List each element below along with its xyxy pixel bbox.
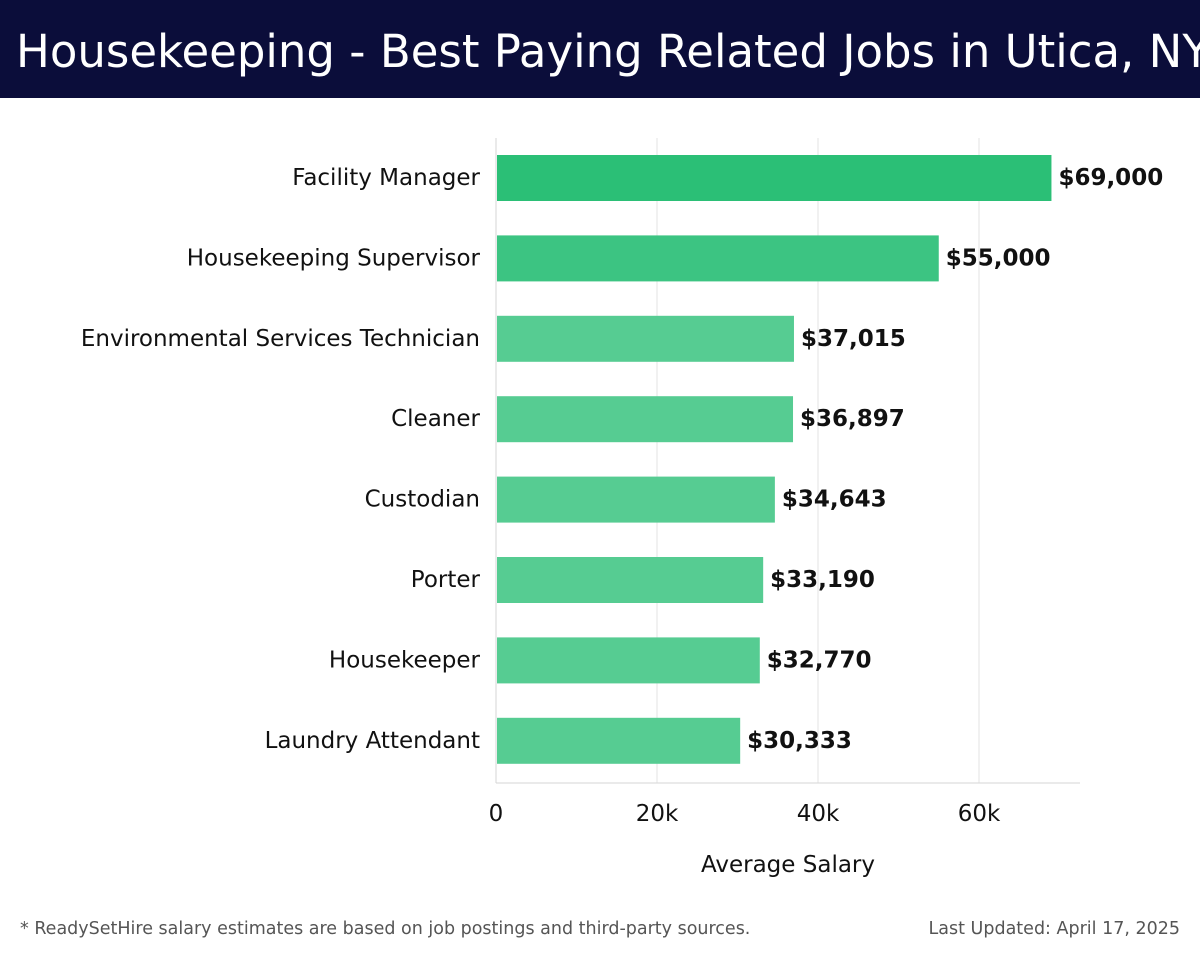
category-label: Housekeeper xyxy=(329,647,481,673)
category-label: Laundry Attendant xyxy=(265,728,480,754)
bar xyxy=(497,717,741,764)
category-label: Custodian xyxy=(365,487,480,513)
bar xyxy=(497,155,1052,201)
header-bar: Housekeeping - Best Paying Related Jobs … xyxy=(0,0,1200,98)
bar xyxy=(497,476,775,523)
bar xyxy=(497,396,794,443)
x-axis-title: Average Salary xyxy=(701,852,875,878)
bar xyxy=(497,557,764,603)
x-tick-label: 0 xyxy=(489,801,504,827)
category-label: Porter xyxy=(411,567,481,593)
category-label: Environmental Services Technician xyxy=(81,326,480,352)
x-tick-label: 40k xyxy=(797,801,840,827)
value-label: $69,000 xyxy=(1058,165,1163,191)
value-label: $37,015 xyxy=(801,326,906,352)
bar xyxy=(497,637,760,684)
value-label: $33,190 xyxy=(770,567,875,593)
value-label: $32,770 xyxy=(767,647,872,673)
bar xyxy=(497,315,794,362)
value-label: $34,643 xyxy=(782,487,887,513)
bar-chart: Facility Manager $69,000 Housekeeping Supe… xyxy=(81,138,1163,878)
x-tick-label: 20k xyxy=(636,801,679,827)
value-label: $36,897 xyxy=(800,406,905,432)
bar xyxy=(497,235,939,282)
category-label: Cleaner xyxy=(391,406,480,432)
page-title: Housekeeping - Best Paying Related Jobs … xyxy=(16,25,1200,78)
value-label: $30,333 xyxy=(747,728,852,754)
last-updated: Last Updated: April 17, 2025 xyxy=(928,919,1180,939)
category-label: Facility Manager xyxy=(292,165,480,191)
category-label: Housekeeping Supervisor xyxy=(187,245,481,271)
value-label: $55,000 xyxy=(946,245,1051,271)
footnote: * ReadySetHire salary estimates are base… xyxy=(20,919,751,939)
x-tick-label: 60k xyxy=(958,801,1001,827)
